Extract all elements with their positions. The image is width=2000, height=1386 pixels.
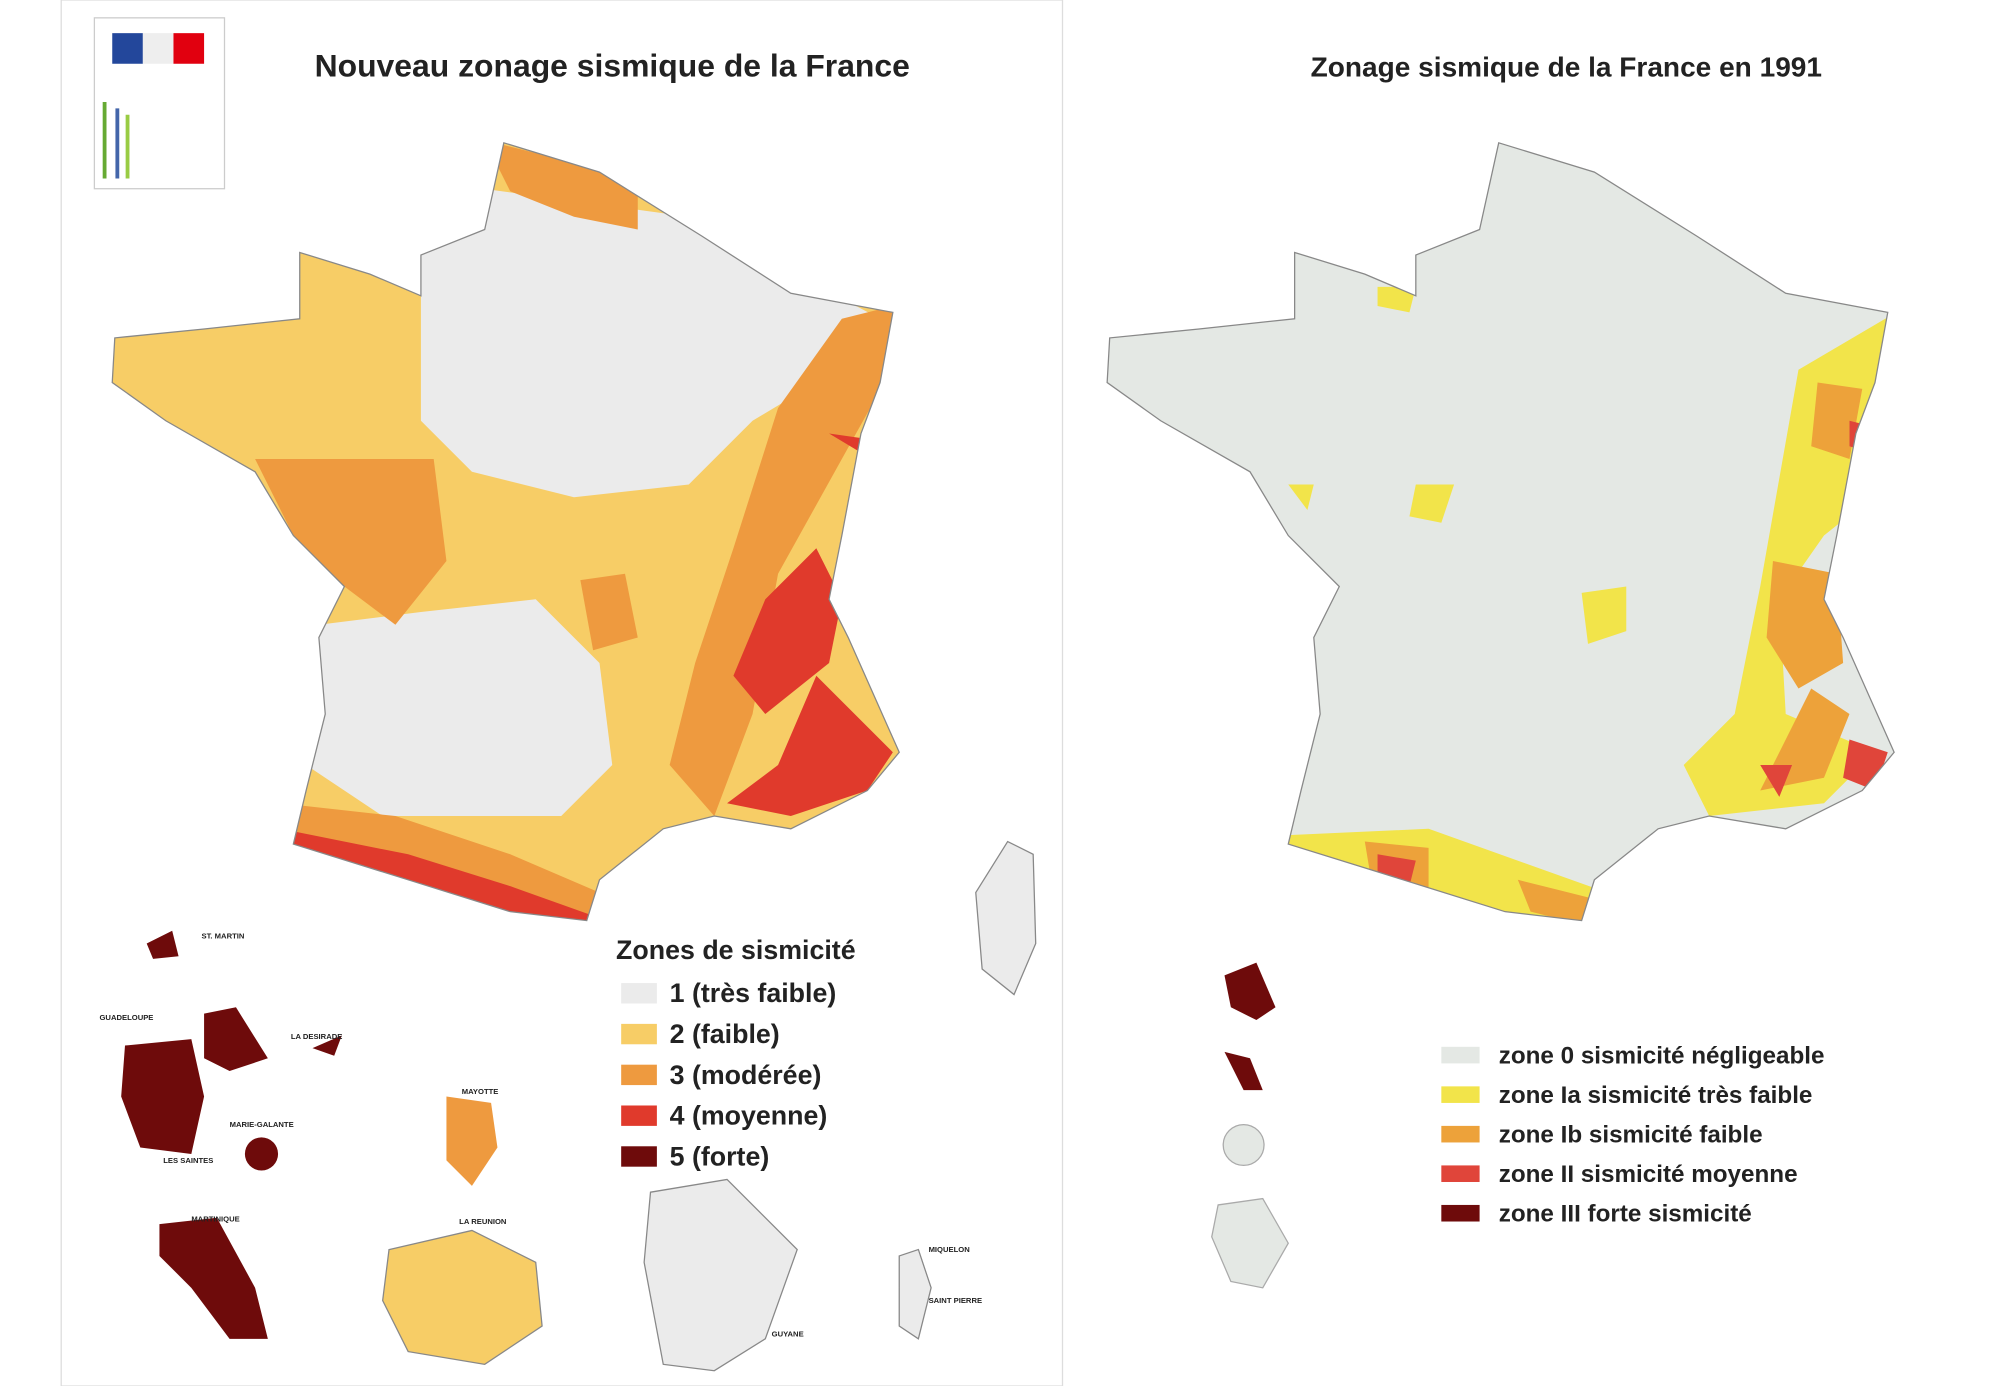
legend-swatch [1441,1165,1480,1182]
legend-label: zone II sismicité moyenne [1499,1161,1798,1188]
legend-label: 1 (très faible) [670,978,837,1008]
left-overseas-labels: ST. MARTIN GUADELOUPE LA DESIRADE MARIE-GAL… [99,931,982,1338]
right-france [1106,142,1895,922]
island-label: LES SAINTES [163,1156,213,1165]
legend-label: zone Ia sismicité très faible [1499,1082,1813,1109]
legend-swatch [1441,1086,1480,1103]
island-label: LA DESIRADE [291,1032,343,1041]
legend-label: 2 (faible) [670,1019,780,1049]
left-overseas [121,930,932,1372]
island-label: SAINT PIERRE [929,1296,983,1305]
left-legend-title: Zones de sismicité [616,935,856,965]
island-label: ST. MARTIN [202,931,245,940]
left-title: Nouveau zonage sismique de la France [315,48,910,84]
island-label: GUADELOUPE [99,1013,153,1022]
legend-swatch [621,1064,657,1086]
island-label: LA REUNION [459,1217,506,1226]
legend-swatch [621,1146,657,1167]
legend-swatch [621,1023,657,1045]
island-label: MAYOTTE [462,1087,499,1096]
legend-label: zone III forte sismicité [1499,1201,1752,1228]
right-title: Zonage sismique de la France en 1991 [1311,52,1822,83]
legend-label: 3 (modérée) [670,1060,822,1090]
legend-swatch [1441,1046,1480,1064]
legend-swatch [1441,1204,1480,1222]
left-legend: 1 (très faible) 2 (faible) 3 (modérée) 4 (m… [621,978,836,1171]
legend-swatch [1441,1125,1480,1143]
island-label: GUYANE [772,1329,804,1338]
legend-label: zone Ib sismicité faible [1499,1121,1763,1148]
island-label: MARTINIQUE [191,1215,239,1224]
legend-label: 5 (forte) [670,1141,770,1171]
right-legend: zone 0 sismicité négligeable zone Ia sism… [1441,1042,1825,1228]
island-label: MARIE-GALANTE [230,1120,294,1129]
legend-label: 4 (moyenne) [670,1101,828,1131]
legend-swatch [621,1105,657,1126]
right-overseas [1211,962,1289,1289]
logo [93,17,226,190]
island-label: MIQUELON [929,1245,970,1254]
legend-label: zone 0 sismicité négligeable [1499,1042,1825,1069]
legend-swatch [621,983,657,1004]
